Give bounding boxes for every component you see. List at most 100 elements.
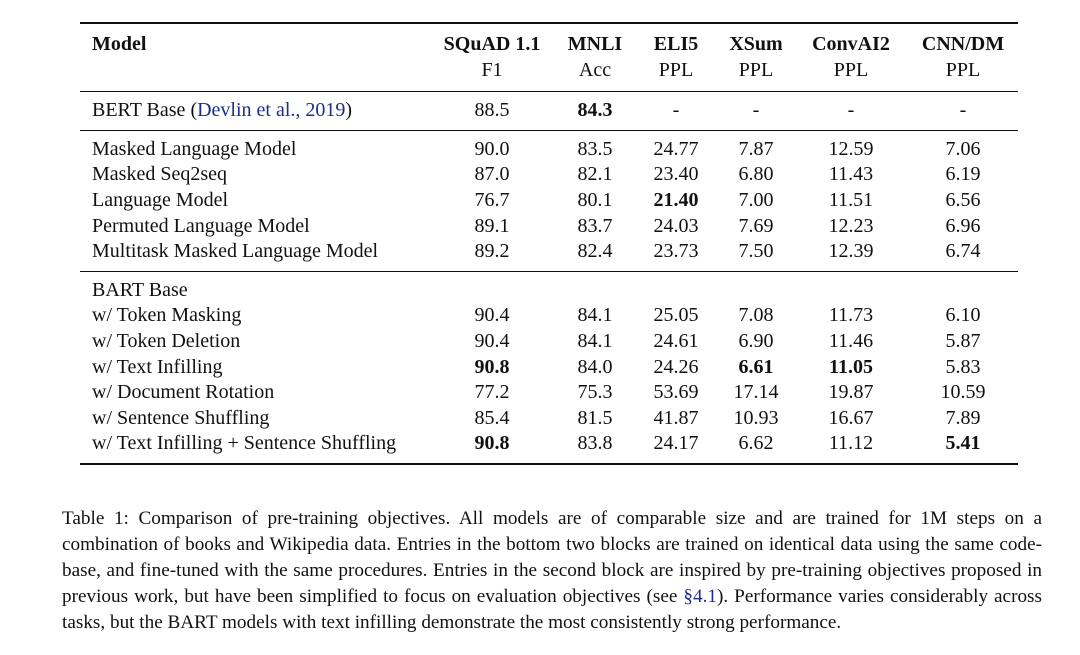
header-cnndm: CNN/DM bbox=[908, 22, 1018, 58]
row-label: Language Model bbox=[92, 188, 229, 211]
row-label: w/ Sentence Shuffling bbox=[92, 406, 270, 429]
header-xsum: XSum bbox=[718, 22, 794, 58]
table-cell: 6.90 bbox=[738, 329, 774, 352]
table-cell: 83.8 bbox=[556, 431, 634, 465]
table-cell: 23.73 bbox=[653, 240, 699, 263]
metric-convai2: PPL bbox=[833, 58, 869, 81]
table-cell: 11.51 bbox=[828, 188, 874, 211]
table-cell: 90.8 bbox=[474, 355, 510, 378]
pretraining-objectives-table: Model SQuAD 1.1 MNLI ELI5 XSum ConvAI2 C… bbox=[80, 22, 1018, 465]
row-label: Permuted Language Model bbox=[92, 214, 310, 237]
table-cell: 89.1 bbox=[474, 214, 510, 237]
table-cell: 11.73 bbox=[828, 304, 874, 327]
header-model: Model bbox=[80, 22, 428, 58]
results-table-container: Model SQuAD 1.1 MNLI ELI5 XSum ConvAI2 C… bbox=[80, 22, 1018, 465]
metric-squad: F1 bbox=[481, 58, 503, 81]
table-cell: 19.87 bbox=[828, 381, 874, 404]
table-cell: 6.56 bbox=[945, 188, 981, 211]
table-cell: 12.23 bbox=[828, 214, 874, 237]
table-cell: 90.0 bbox=[428, 129, 556, 163]
table-cell: 10.59 bbox=[940, 381, 986, 404]
table-cell: 82.1 bbox=[577, 163, 613, 186]
table-cell: 75.3 bbox=[577, 381, 613, 404]
table-cell: 85.4 bbox=[474, 406, 510, 429]
table-row: Language Model 76.7 80.1 21.40 7.00 11.5… bbox=[80, 188, 1018, 214]
table-row: w/ Sentence Shuffling 85.4 81.5 41.87 10… bbox=[80, 406, 1018, 432]
table-cell: 6.80 bbox=[738, 163, 774, 186]
header-eli5: ELI5 bbox=[634, 22, 718, 58]
row-label: w/ Token Masking bbox=[92, 304, 242, 327]
table-cell: 11.05 bbox=[829, 355, 873, 378]
table-row: w/ Text Infilling + Sentence Shuffling 9… bbox=[80, 431, 1018, 465]
table-row: Multitask Masked Language Model 89.2 82.… bbox=[80, 239, 1018, 271]
table-cell: 11.46 bbox=[828, 329, 874, 352]
table-cell: - bbox=[634, 91, 718, 131]
table-row: Permuted Language Model 89.1 83.7 24.03 … bbox=[80, 214, 1018, 240]
table-cell: 90.4 bbox=[474, 304, 510, 327]
table-cell: 6.74 bbox=[945, 240, 981, 263]
table-row-bart-base: BART Base bbox=[80, 270, 1018, 304]
table-cell: 6.10 bbox=[945, 304, 981, 327]
row-label: BERT Base (Devlin et al., 2019) bbox=[80, 91, 428, 131]
table-cell: - bbox=[908, 91, 1018, 131]
table-cell: 7.50 bbox=[738, 240, 774, 263]
table-row: Masked Language Model 90.0 83.5 24.77 7.… bbox=[80, 129, 1018, 163]
table-cell: 83.7 bbox=[577, 214, 613, 237]
table-row-bert-base: BERT Base (Devlin et al., 2019) 88.5 84.… bbox=[80, 91, 1018, 131]
table-cell: 24.77 bbox=[634, 129, 718, 163]
table-cell: 41.87 bbox=[653, 406, 699, 429]
table-cell: 24.03 bbox=[653, 214, 699, 237]
table-cell: 83.5 bbox=[556, 129, 634, 163]
table-cell: 84.1 bbox=[577, 329, 613, 352]
header-mnli: MNLI bbox=[556, 22, 634, 58]
metric-xsum: PPL bbox=[738, 58, 774, 81]
table-caption: Table 1: Comparison of pre-training obje… bbox=[62, 508, 1042, 634]
table-row: w/ Token Masking 90.4 84.1 25.05 7.08 11… bbox=[80, 303, 1018, 329]
table-cell: 7.06 bbox=[908, 129, 1018, 163]
metric-cnndm: PPL bbox=[945, 58, 981, 81]
table-cell: 5.83 bbox=[945, 355, 981, 378]
row-label: BART Base bbox=[80, 270, 428, 304]
row-label: Masked Language Model bbox=[80, 129, 428, 163]
table-cell: 90.8 bbox=[428, 431, 556, 465]
table-cell: 7.08 bbox=[738, 304, 774, 327]
citation-link[interactable]: Devlin et al., 2019 bbox=[197, 99, 346, 122]
table-cell: 24.61 bbox=[653, 329, 699, 352]
table-cell: - bbox=[718, 91, 794, 131]
table-cell: 12.59 bbox=[794, 129, 908, 163]
table-cell: 5.41 bbox=[908, 431, 1018, 465]
table-cell: 11.43 bbox=[828, 163, 874, 186]
table-cell: - bbox=[794, 91, 908, 131]
table-cell: 6.96 bbox=[945, 214, 981, 237]
table-cell: 6.19 bbox=[945, 163, 981, 186]
table-row: w/ Token Deletion 90.4 84.1 24.61 6.90 1… bbox=[80, 329, 1018, 355]
table-cell: 21.40 bbox=[653, 188, 699, 211]
section-reference-link[interactable]: §4.1 bbox=[683, 586, 717, 608]
table-cell: 7.00 bbox=[738, 188, 774, 211]
table-cell: 7.87 bbox=[718, 129, 794, 163]
table-cell: 12.39 bbox=[828, 240, 874, 263]
row-label: Multitask Masked Language Model bbox=[92, 240, 379, 263]
header-row-names: Model SQuAD 1.1 MNLI ELI5 XSum ConvAI2 C… bbox=[80, 22, 1018, 58]
table-cell: 6.61 bbox=[738, 355, 774, 378]
header-convai2: ConvAI2 bbox=[794, 22, 908, 58]
table-cell: 11.12 bbox=[794, 431, 908, 465]
table-cell: 88.5 bbox=[428, 91, 556, 131]
table-cell: 77.2 bbox=[474, 381, 510, 404]
table-cell: 76.7 bbox=[474, 188, 510, 211]
row-label: w/ Document Rotation bbox=[92, 381, 275, 404]
table-cell: 7.69 bbox=[738, 214, 774, 237]
table-cell: 84.0 bbox=[577, 355, 613, 378]
table-cell: 82.4 bbox=[577, 240, 613, 263]
table-cell: 84.1 bbox=[577, 304, 613, 327]
table-cell: 7.89 bbox=[945, 406, 981, 429]
row-label: w/ Text Infilling + Sentence Shuffling bbox=[80, 431, 428, 465]
table-row: Masked Seq2seq 87.0 82.1 23.40 6.80 11.4… bbox=[80, 162, 1018, 188]
table-row: w/ Text Infilling 90.8 84.0 24.26 6.61 1… bbox=[80, 355, 1018, 381]
table-cell: 23.40 bbox=[653, 163, 699, 186]
table-cell: 89.2 bbox=[474, 240, 510, 263]
table-cell: 25.05 bbox=[653, 304, 699, 327]
table-cell: 53.69 bbox=[653, 381, 699, 404]
table-cell: 81.5 bbox=[577, 406, 613, 429]
table-cell: 80.1 bbox=[577, 188, 613, 211]
